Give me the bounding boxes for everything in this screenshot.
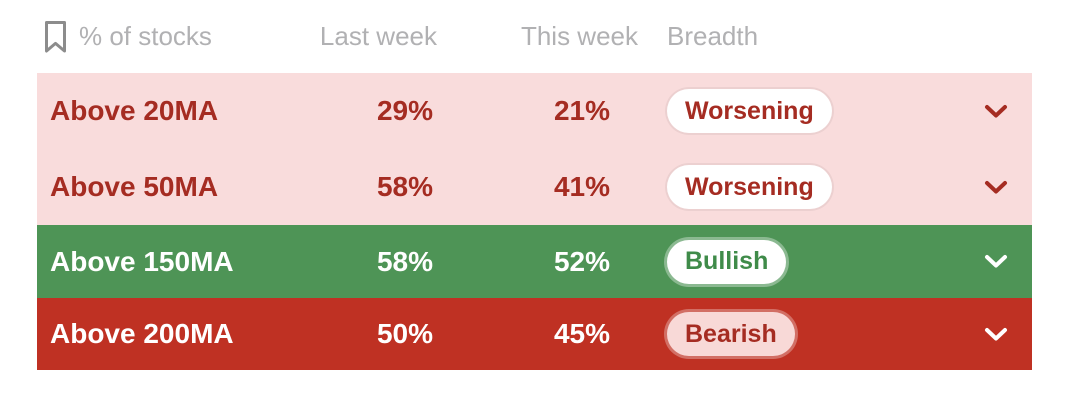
breadth-badge-cell: Worsening	[610, 89, 974, 133]
this-week-value: 41%	[553, 171, 610, 202]
chevron-down-icon[interactable]	[974, 180, 1018, 195]
header-this-week-label: This week	[520, 21, 638, 51]
chevron-down-icon[interactable]	[974, 254, 1018, 269]
header-stocks-cell: % of stocks	[42, 19, 292, 55]
chevron-down-icon[interactable]	[974, 327, 1018, 342]
header-last-week-label: Last week	[319, 21, 437, 51]
breadth-status-badge: Worsening	[667, 89, 832, 133]
this-week-value: 45%	[553, 318, 610, 349]
bookmark-icon	[42, 19, 69, 55]
table-row-above-20ma[interactable]: Above 20MA 29% 21% Worsening	[37, 73, 1032, 149]
last-week-value: 29%	[376, 95, 433, 126]
breadth-status-badge: Bullish	[667, 239, 787, 284]
row-label: Above 200MA	[50, 318, 234, 349]
table-header: % of stocks Last week This week Breadth	[37, 0, 1032, 73]
breadth-table: % of stocks Last week This week Breadth …	[37, 0, 1032, 370]
breadth-status-badge: Worsening	[667, 165, 832, 209]
breadth-badge-cell: Worsening	[610, 165, 974, 209]
this-week-value: 21%	[553, 95, 610, 126]
row-label: Above 20MA	[50, 95, 219, 126]
row-label: Above 150MA	[50, 245, 234, 277]
row-label: Above 50MA	[50, 171, 219, 202]
breadth-badge-cell: Bullish	[610, 239, 974, 284]
last-week-value: 58%	[376, 171, 433, 202]
table-row-above-50ma[interactable]: Above 50MA 58% 41% Worsening	[37, 149, 1032, 225]
last-week-value: 50%	[376, 318, 433, 349]
breadth-status-badge: Bearish	[667, 312, 795, 356]
table-row-above-200ma[interactable]: Above 200MA 50% 45% Bearish	[37, 298, 1032, 370]
header-breadth-label: Breadth	[667, 21, 759, 51]
chevron-down-icon[interactable]	[974, 104, 1018, 119]
this-week-value: 52%	[553, 245, 610, 277]
last-week-value: 58%	[376, 245, 433, 277]
breadth-badge-cell: Bearish	[610, 312, 974, 356]
table-row-above-150ma[interactable]: Above 150MA 58% 52% Bullish	[37, 225, 1032, 298]
header-percent-of-stocks-label: % of stocks	[79, 21, 212, 51]
